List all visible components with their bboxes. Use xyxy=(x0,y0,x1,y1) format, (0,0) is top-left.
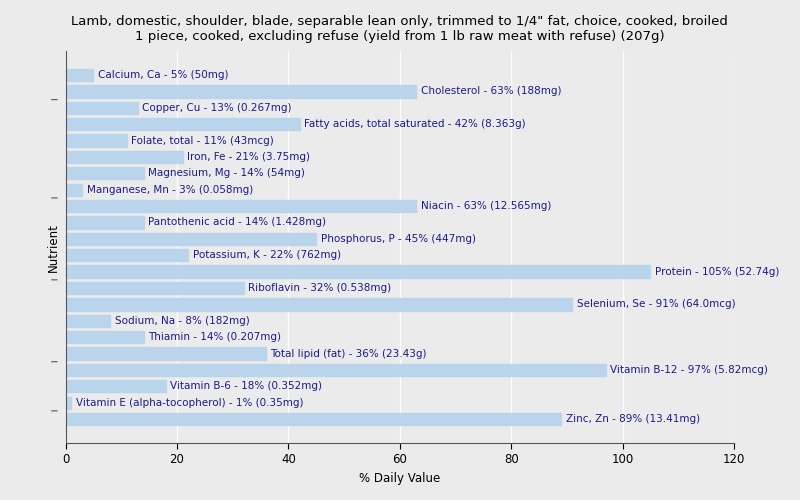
Bar xyxy=(66,200,417,212)
Bar xyxy=(66,282,244,294)
Bar xyxy=(66,266,650,278)
Text: Vitamin B-6 - 18% (0.352mg): Vitamin B-6 - 18% (0.352mg) xyxy=(170,382,322,392)
Bar xyxy=(66,118,299,130)
Text: Vitamin E (alpha-tocopherol) - 1% (0.35mg): Vitamin E (alpha-tocopherol) - 1% (0.35m… xyxy=(75,398,303,407)
Text: Riboflavin - 32% (0.538mg): Riboflavin - 32% (0.538mg) xyxy=(248,283,391,293)
Text: Manganese, Mn - 3% (0.058mg): Manganese, Mn - 3% (0.058mg) xyxy=(86,184,253,194)
Text: Sodium, Na - 8% (182mg): Sodium, Na - 8% (182mg) xyxy=(114,316,250,326)
Bar xyxy=(66,151,182,163)
Text: Protein - 105% (52.74g): Protein - 105% (52.74g) xyxy=(655,266,779,276)
Text: Folate, total - 11% (43mcg): Folate, total - 11% (43mcg) xyxy=(131,136,274,145)
Text: Selenium, Se - 91% (64.0mcg): Selenium, Se - 91% (64.0mcg) xyxy=(577,300,735,310)
Text: Vitamin B-12 - 97% (5.82mcg): Vitamin B-12 - 97% (5.82mcg) xyxy=(610,365,768,375)
Text: Niacin - 63% (12.565mg): Niacin - 63% (12.565mg) xyxy=(421,201,551,211)
Bar xyxy=(66,314,110,327)
Text: Fatty acids, total saturated - 42% (8.363g): Fatty acids, total saturated - 42% (8.36… xyxy=(304,119,526,129)
Bar xyxy=(66,396,71,409)
Text: Copper, Cu - 13% (0.267mg): Copper, Cu - 13% (0.267mg) xyxy=(142,103,292,113)
Bar xyxy=(66,134,127,146)
X-axis label: % Daily Value: % Daily Value xyxy=(359,472,440,485)
Bar xyxy=(66,364,606,376)
Bar xyxy=(66,69,94,81)
Bar xyxy=(66,184,82,196)
Text: Phosphorus, P - 45% (447mg): Phosphorus, P - 45% (447mg) xyxy=(321,234,476,244)
Text: Potassium, K - 22% (762mg): Potassium, K - 22% (762mg) xyxy=(193,250,341,260)
Bar xyxy=(66,86,417,98)
Bar xyxy=(66,232,316,245)
Bar xyxy=(66,348,266,360)
Bar xyxy=(66,102,138,114)
Bar xyxy=(66,249,188,262)
Bar xyxy=(66,331,143,344)
Text: Pantothenic acid - 14% (1.428mg): Pantothenic acid - 14% (1.428mg) xyxy=(148,218,326,228)
Text: Iron, Fe - 21% (3.75mg): Iron, Fe - 21% (3.75mg) xyxy=(187,152,310,162)
Bar xyxy=(66,216,143,228)
Title: Lamb, domestic, shoulder, blade, separable lean only, trimmed to 1/4" fat, choic: Lamb, domestic, shoulder, blade, separab… xyxy=(71,15,728,43)
Bar xyxy=(66,413,562,425)
Text: Calcium, Ca - 5% (50mg): Calcium, Ca - 5% (50mg) xyxy=(98,70,228,80)
Text: Total lipid (fat) - 36% (23.43g): Total lipid (fat) - 36% (23.43g) xyxy=(270,348,427,358)
Bar xyxy=(66,298,573,310)
Text: Cholesterol - 63% (188mg): Cholesterol - 63% (188mg) xyxy=(421,86,562,97)
Text: Thiamin - 14% (0.207mg): Thiamin - 14% (0.207mg) xyxy=(148,332,281,342)
Bar xyxy=(66,380,166,392)
Y-axis label: Nutrient: Nutrient xyxy=(47,222,60,272)
Bar xyxy=(66,167,143,179)
Text: Zinc, Zn - 89% (13.41mg): Zinc, Zn - 89% (13.41mg) xyxy=(566,414,700,424)
Text: Magnesium, Mg - 14% (54mg): Magnesium, Mg - 14% (54mg) xyxy=(148,168,305,178)
